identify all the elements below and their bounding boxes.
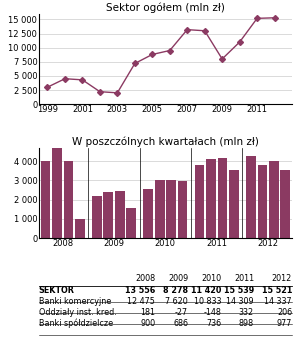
Text: 2011: 2011 (234, 274, 254, 283)
Text: Banki spółdzielcze: Banki spółdzielcze (39, 319, 113, 328)
Bar (246, 156, 256, 238)
Text: 13 556: 13 556 (125, 286, 155, 295)
Text: 181: 181 (140, 308, 155, 317)
Bar (166, 180, 176, 238)
Bar (126, 208, 136, 238)
Text: 686: 686 (173, 319, 188, 328)
Title: Sektor ogółem (mln zł): Sektor ogółem (mln zł) (106, 2, 225, 13)
Text: 2010: 2010 (201, 274, 221, 283)
Bar (75, 219, 85, 238)
Bar (218, 158, 227, 238)
Bar (155, 180, 164, 238)
Bar (143, 189, 153, 238)
Text: SEKTOR: SEKTOR (39, 286, 74, 295)
Text: 2012: 2012 (272, 274, 292, 283)
Bar (63, 161, 73, 238)
Text: 736: 736 (206, 319, 221, 328)
Bar (178, 181, 187, 238)
Text: 15 539: 15 539 (224, 286, 254, 295)
Text: -148: -148 (203, 308, 221, 317)
Text: Banki komercyjne: Banki komercyjne (39, 297, 111, 306)
Text: 14 337: 14 337 (264, 297, 292, 306)
Bar (52, 148, 62, 238)
Text: -27: -27 (175, 308, 188, 317)
Text: 7 620: 7 620 (165, 297, 188, 306)
Text: 898: 898 (239, 319, 254, 328)
Bar (115, 191, 125, 238)
Text: 977: 977 (277, 319, 292, 328)
Text: 332: 332 (239, 308, 254, 317)
Bar (103, 192, 113, 238)
Text: 2009: 2009 (168, 274, 188, 283)
Text: 11 420: 11 420 (191, 286, 221, 295)
Bar (195, 165, 204, 238)
Bar (206, 159, 216, 238)
Text: 2008: 2008 (135, 274, 155, 283)
Bar (257, 165, 267, 238)
Text: 10 833: 10 833 (194, 297, 221, 306)
Bar (41, 161, 50, 238)
Text: 900: 900 (140, 319, 155, 328)
Title: W poszczólnych kwartałach (mln zł): W poszczólnych kwartałach (mln zł) (72, 136, 259, 147)
Text: 15 521: 15 521 (262, 286, 292, 295)
Text: 206: 206 (277, 308, 292, 317)
Bar (229, 170, 239, 238)
Text: 14 309: 14 309 (226, 297, 254, 306)
Bar (92, 196, 102, 238)
Text: 12 475: 12 475 (127, 297, 155, 306)
Text: 8 278: 8 278 (163, 286, 188, 295)
Bar (269, 161, 279, 238)
Text: Oddziały inst. kred.: Oddziały inst. kred. (39, 308, 117, 317)
Bar (280, 170, 290, 238)
